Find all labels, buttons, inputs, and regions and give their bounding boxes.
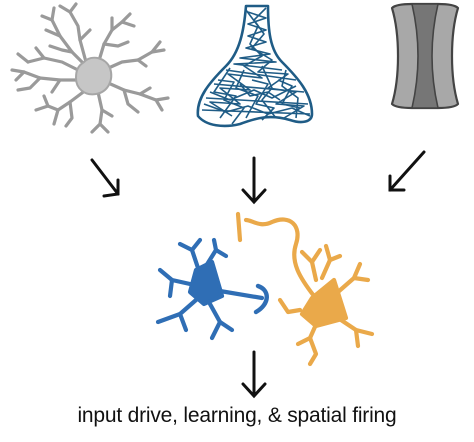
arrow-right (388, 150, 426, 192)
output-arrow (241, 350, 267, 399)
caption-text: input drive, learning, & spatial firing (77, 404, 397, 427)
gap-junction-icon (390, 2, 460, 110)
input-arrows (90, 150, 426, 205)
orange-neuron-icon (235, 211, 375, 367)
blue-neuron-icon (155, 237, 269, 341)
astrocyte-icon (10, 2, 170, 134)
perineuronal-net-icon (196, 4, 314, 128)
arrow-left (90, 158, 120, 196)
